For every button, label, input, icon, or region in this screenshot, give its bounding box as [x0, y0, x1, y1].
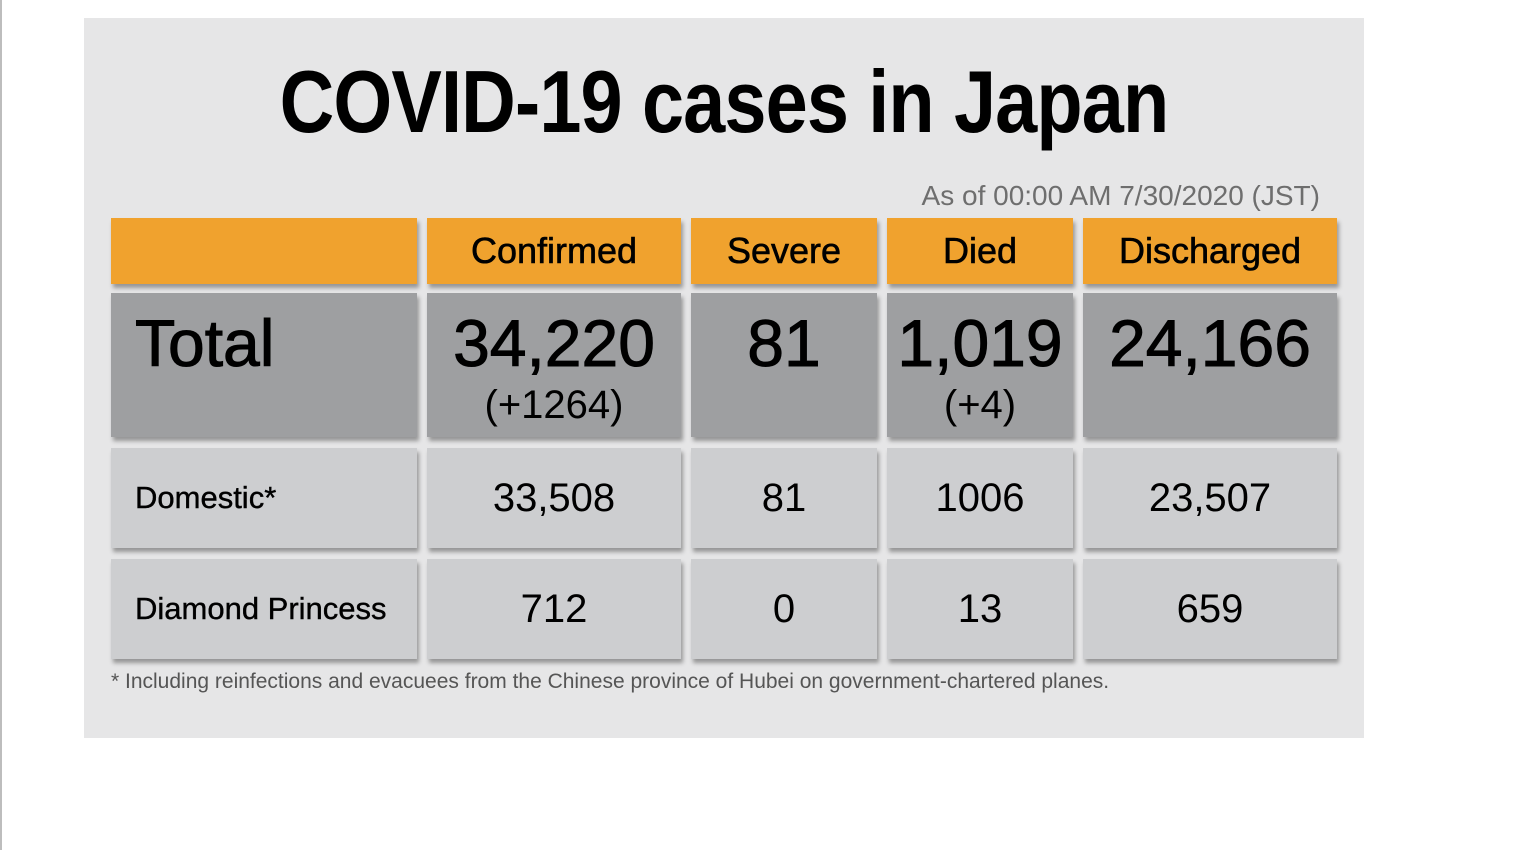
- chart-title: COVID-19 cases in Japan: [279, 52, 1170, 151]
- total-discharged-cell: 24,166: [1083, 293, 1337, 437]
- total-confirmed-cell: 34,220 (+1264): [427, 293, 681, 437]
- header-discharged: Discharged: [1083, 218, 1337, 284]
- domestic-row-label: Domestic*: [111, 448, 417, 548]
- as-of-timestamp: As of 00:00 AM 7/30/2020 (JST): [921, 180, 1320, 211]
- diamond-princess-severe-value: 0: [691, 559, 877, 659]
- diamond-princess-discharged-value: 659: [1083, 559, 1337, 659]
- header-corner-cell: [111, 218, 417, 284]
- total-severe-cell: 81: [691, 293, 877, 437]
- total-died-change: (+4): [943, 383, 1017, 427]
- domestic-discharged-value: 23,507: [1083, 448, 1337, 548]
- domestic-confirmed-value: 33,508: [427, 448, 681, 548]
- domestic-severe-value: 81: [691, 448, 877, 548]
- total-row-label: Total: [111, 293, 417, 437]
- domestic-died-value: 1006: [887, 448, 1073, 548]
- diamond-princess-confirmed-value: 712: [427, 559, 681, 659]
- total-discharged-value: 24,166: [1109, 306, 1312, 380]
- total-died-value: 1,019: [897, 306, 1063, 380]
- total-confirmed-value: 34,220: [453, 306, 656, 380]
- header-died: Died: [887, 218, 1073, 284]
- diamond-princess-row-label: Diamond Princess: [111, 559, 417, 659]
- total-confirmed-change: (+1264): [484, 383, 624, 427]
- footnote: * Including reinfections and evacuees fr…: [111, 670, 1110, 693]
- header-confirmed: Confirmed: [427, 218, 681, 284]
- total-died-cell: 1,019 (+4): [887, 293, 1073, 437]
- diamond-princess-died-value: 13: [887, 559, 1073, 659]
- infographic-card: COVID-19 cases in Japan As of 00:00 AM 7…: [84, 18, 1364, 738]
- total-severe-value: 81: [747, 306, 821, 380]
- header-severe: Severe: [691, 218, 877, 284]
